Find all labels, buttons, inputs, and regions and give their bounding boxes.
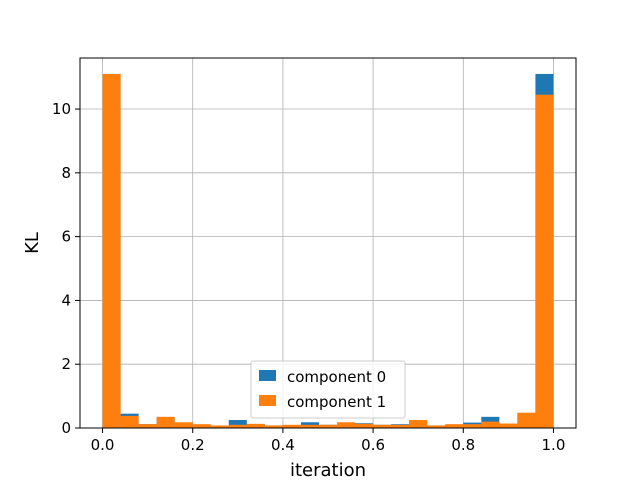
- bar-series-1-bin-5: [192, 424, 211, 428]
- legend-label-component-1: component 1: [287, 393, 386, 411]
- bar-series-1-bin-14: [355, 423, 374, 428]
- x-tick-label: 0.6: [361, 436, 385, 454]
- bar-series-1-bin-12: [318, 424, 338, 428]
- y-tick-label: 0: [61, 419, 71, 437]
- y-tick-label: 10: [52, 100, 71, 118]
- bar-series-1-bin-6: [210, 425, 229, 428]
- bar-series-1-bin-9: [264, 425, 283, 428]
- bar-series-1-bin-1: [120, 415, 139, 428]
- bar-series-1-bin-3: [156, 416, 175, 428]
- legend-label-component-0: component 0: [287, 368, 386, 386]
- legend-swatch-component-0: [259, 370, 276, 381]
- bar-series-1-bin-10: [282, 424, 301, 428]
- bar-series-1-bin-24: [535, 94, 554, 429]
- bar-series-1-bin-19: [445, 424, 464, 428]
- bar-series-1-bin-8: [246, 423, 265, 428]
- x-tick-label: 0.2: [181, 436, 205, 454]
- y-tick-label: 4: [61, 291, 71, 309]
- x-tick-label: 1.0: [542, 436, 566, 454]
- axis-ticks: 0.0 0.2 0.4 0.6 0.8 1.0 0 2 4 6 8 10: [52, 100, 565, 454]
- bar-series-1-bin-2: [138, 424, 157, 428]
- bar-series-1-bin-23: [517, 412, 536, 428]
- legend: component 0 component 1: [250, 360, 406, 419]
- legend-swatch-component-1: [259, 395, 276, 406]
- x-tick-label: 0.4: [271, 436, 295, 454]
- bar-series-1-bin-13: [337, 422, 356, 428]
- grid-lines: [80, 58, 576, 429]
- bar-series-1-bin-16: [391, 424, 410, 428]
- y-tick-label: 8: [61, 164, 71, 182]
- bar-series-1-bin-4: [174, 422, 193, 428]
- bar-series-1-bin-0: [102, 73, 121, 428]
- bar-series-1-bin-20: [463, 424, 482, 428]
- bar-series-1-bin-22: [499, 423, 518, 428]
- plot-frame: [79, 57, 577, 429]
- legend-box: [250, 360, 406, 419]
- y-axis-label: KL: [22, 232, 43, 254]
- bar-series-1-bin-18: [427, 425, 446, 428]
- bar-series-1-bin-7: [228, 424, 247, 428]
- bar-series-1-bin-11: [300, 424, 319, 428]
- bar-series-1-bin-15: [373, 424, 392, 428]
- y-tick-label: 6: [61, 228, 71, 246]
- x-axis-label: iteration: [290, 460, 366, 480]
- histogram-bars: [102, 73, 554, 429]
- bar-series-0-bin-7: [228, 420, 247, 428]
- x-tick-label: 0.0: [91, 436, 115, 454]
- bar-series-1-bin-21: [481, 421, 500, 428]
- y-tick-label: 2: [61, 355, 71, 373]
- bar-series-1-bin-17: [409, 420, 428, 428]
- x-tick-label: 0.8: [451, 436, 475, 454]
